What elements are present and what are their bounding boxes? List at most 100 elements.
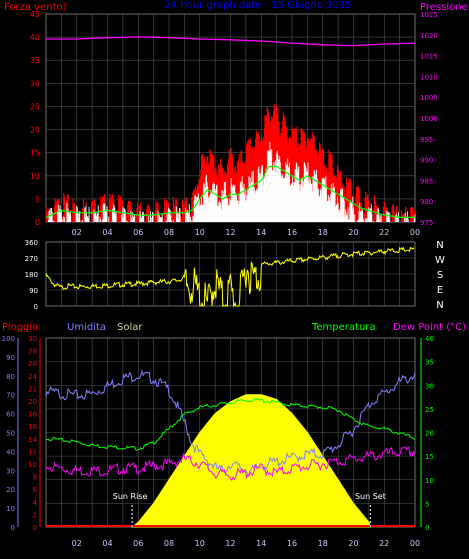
chart1-y2-tick-label: 1020 [420,32,438,40]
rain-tick-label: 0 [33,524,37,532]
chart3-x-tick-label: 06 [133,539,143,548]
chart2-direction-label: S [437,270,443,281]
chart1-y2-tick-label: 1005 [420,94,438,102]
chart1-y2-tick-label: 990 [420,157,433,165]
chart1-x-tick-label: 16 [287,228,297,237]
chart1-y-tick-label: 15 [30,149,40,158]
rain-tick-label: 8 [33,474,37,482]
rain-label: Pioggia [2,322,38,333]
chart3-x-tick-label: 14 [256,539,266,548]
humidity-tick-label: 30 [6,467,15,475]
chart1-y2-tick-label: 995 [420,136,433,144]
humidity-tick-label: 20 [6,486,15,494]
rain-tick-label: 10 [28,461,37,469]
rain-tick-label: 26 [28,360,37,368]
temperature-tick-label: 25 [425,406,434,414]
wind-direction-line [45,246,415,308]
rain-tick-label: 4 [33,499,38,507]
humidity-line [45,369,416,476]
dewpoint-label: Dew Point (°C) [393,322,466,333]
solar-area [130,394,372,528]
solar-label: Solar [117,322,143,333]
wind-average-line [45,165,415,218]
chart2-direction-label: N [436,300,443,311]
chart1-y2-tick-label: 980 [420,198,433,206]
chart1-x-tick-label: 06 [133,228,143,237]
humidity-tick-label: 90 [6,354,15,362]
chart3-x-tick-label: 04 [102,539,112,548]
chart1-y-tick-label: 20 [30,126,40,135]
temperature-label: Temperatura [311,322,376,333]
chart3-x-tick-label: 02 [72,539,82,548]
chart1-y-tick-label: 10 [30,172,40,181]
chart2-y-tick-label: 270 [25,255,38,263]
chart1-right-label: Pressione [420,2,468,13]
rain-tick-label: 30 [28,335,37,343]
chart3-x-tick-label: 20 [348,539,358,548]
chart1-x-tick-label: 18 [318,228,328,237]
chart1-y2-tick-label: 985 [420,177,433,185]
chart1-x-tick-label: 20 [348,228,358,237]
temperature-tick-label: 20 [425,430,434,438]
chart1-x-tick-label: 14 [256,228,266,237]
humidity-tick-label: 70 [6,392,15,400]
rain-tick-label: 2 [33,511,37,519]
chart1-y-tick-label: 5 [35,195,40,204]
chart1-y2-tick-label: 1015 [420,53,438,61]
humidity-tick-label: 80 [6,373,15,381]
rain-tick-label: 14 [28,436,37,444]
chart3-x-tick-label: 12 [225,539,235,548]
chart1-x-tick-label: 12 [225,228,235,237]
chart2-direction-label: E [437,285,443,296]
temperature-tick-label: 15 [425,453,434,461]
chart2-y-tick-label: 0 [34,303,38,311]
rain-tick-label: 24 [28,373,37,381]
rain-tick-label: 6 [33,486,38,494]
chart1-x-tick-label: 04 [102,228,112,237]
chart1-x-tick-label: 08 [164,228,174,237]
chart1-y-tick-label: 35 [30,56,40,65]
chart3-x-tick-label: 22 [379,539,389,548]
temperature-tick-label: 5 [425,500,429,508]
chart1-title: 24 hour graph date - 15 Giugno 2015 [164,0,351,11]
rain-tick-label: 20 [28,398,37,406]
chart1-y2-tick-label: 1025 [420,11,438,19]
pressure-line [46,36,416,47]
humidity-label: Umidita [67,322,106,333]
chart1-y2-tick-label: 1010 [420,73,438,81]
rain-tick-label: 18 [28,411,37,419]
chart2-y-tick-label: 360 [25,239,38,247]
chart3-x-tick-label: 08 [164,539,174,548]
humidity-tick-label: 50 [6,430,15,438]
temperature-tick-label: 10 [425,477,434,485]
rain-tick-label: 28 [28,348,37,356]
chart-layer: 0510152025303540459759809859909951000100… [2,10,445,548]
chart1-x-tick-label: 22 [379,228,389,237]
chart1-x-tick-label: 02 [72,228,82,237]
chart1-x-tick-label: 10 [195,228,205,237]
chart1-x-tick-label: 00 [410,228,420,237]
chart2-y-tick-label: 180 [25,271,38,279]
humidity-tick-label: 100 [2,335,15,343]
humidity-tick-label: 10 [6,505,15,513]
chart1-y-tick-label: 40 [30,33,40,42]
temperature-tick-label: 30 [425,382,434,390]
temperature-line [45,397,416,451]
chart2-direction-label: N [436,240,443,251]
chart3-x-tick-label: 16 [287,539,297,548]
chart1-y2-tick-label: 975 [420,219,433,227]
humidity-tick-label: 0 [11,524,15,532]
chart3-x-tick-label: 10 [195,539,205,548]
dewpoint-line [45,446,416,482]
chart3-x-tick-label: 18 [318,539,328,548]
chart1-y-tick-label: 0 [35,218,40,227]
rain-tick-label: 12 [28,448,37,456]
temperature-tick-label: 35 [425,359,434,367]
temperature-tick-label: 0 [425,524,429,532]
chart1-left-label: Forza vento) [4,2,67,13]
humidity-tick-label: 40 [6,448,15,456]
humidity-tick-label: 60 [6,411,15,419]
chart1-y2-tick-label: 1000 [420,115,438,123]
